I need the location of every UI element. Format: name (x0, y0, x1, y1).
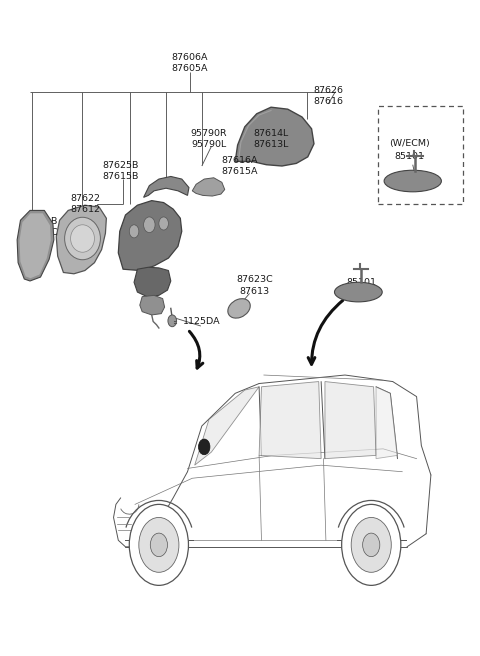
Polygon shape (376, 387, 397, 459)
Text: 87606A
87605A: 87606A 87605A (172, 53, 208, 73)
Polygon shape (259, 382, 321, 459)
Bar (378, 106, 463, 204)
Polygon shape (56, 205, 107, 274)
Circle shape (159, 217, 168, 230)
Ellipse shape (384, 171, 442, 192)
Circle shape (129, 504, 189, 585)
Circle shape (129, 225, 139, 238)
Circle shape (139, 518, 179, 572)
Polygon shape (195, 387, 259, 465)
Polygon shape (134, 267, 171, 297)
Text: 95790R
95790L: 95790R 95790L (191, 129, 228, 149)
Text: 87626
87616: 87626 87616 (313, 86, 343, 106)
Circle shape (168, 315, 177, 327)
Polygon shape (17, 211, 54, 281)
Circle shape (150, 533, 168, 557)
Ellipse shape (65, 217, 100, 260)
Text: 87622
87612: 87622 87612 (70, 194, 100, 214)
Polygon shape (144, 176, 189, 197)
Text: 85101: 85101 (395, 152, 424, 161)
Text: 87614L
87613L: 87614L 87613L (253, 129, 288, 149)
Ellipse shape (228, 298, 250, 318)
Polygon shape (140, 295, 165, 315)
Polygon shape (325, 382, 376, 459)
Text: 87623C
87613: 87623C 87613 (236, 276, 273, 296)
Polygon shape (235, 107, 314, 166)
Ellipse shape (71, 225, 95, 252)
Circle shape (342, 504, 401, 585)
Polygon shape (192, 178, 225, 196)
Text: 87616A
87615A: 87616A 87615A (222, 156, 258, 176)
Ellipse shape (335, 282, 382, 302)
Circle shape (199, 439, 210, 455)
Text: 1125DA: 1125DA (183, 317, 221, 326)
Text: 85101: 85101 (347, 277, 377, 287)
Circle shape (351, 518, 391, 572)
Polygon shape (118, 201, 182, 270)
Text: 87621B
87621C: 87621B 87621C (21, 216, 58, 237)
Text: (W/ECM): (W/ECM) (389, 139, 430, 148)
Text: 87625B
87615B: 87625B 87615B (103, 161, 139, 181)
Circle shape (144, 217, 155, 233)
Polygon shape (20, 213, 51, 278)
Circle shape (363, 533, 380, 557)
